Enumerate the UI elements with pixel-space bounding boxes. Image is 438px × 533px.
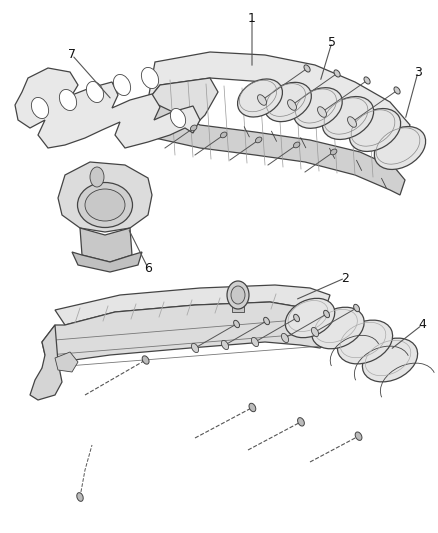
Text: 2: 2: [341, 271, 349, 285]
Ellipse shape: [237, 79, 283, 117]
Ellipse shape: [355, 432, 362, 440]
Ellipse shape: [304, 65, 310, 72]
Text: 5: 5: [328, 36, 336, 49]
Ellipse shape: [221, 341, 229, 350]
Ellipse shape: [353, 304, 360, 312]
Ellipse shape: [251, 337, 258, 346]
Ellipse shape: [294, 88, 342, 128]
Text: 4: 4: [418, 319, 426, 332]
Ellipse shape: [324, 310, 329, 318]
Ellipse shape: [233, 320, 240, 328]
Polygon shape: [30, 325, 62, 400]
Ellipse shape: [287, 100, 297, 110]
Ellipse shape: [231, 286, 245, 304]
Ellipse shape: [337, 320, 392, 364]
Ellipse shape: [297, 418, 304, 426]
Ellipse shape: [394, 87, 400, 94]
Ellipse shape: [249, 403, 256, 411]
Ellipse shape: [77, 492, 83, 502]
Text: 3: 3: [414, 66, 422, 78]
Ellipse shape: [142, 356, 149, 364]
Ellipse shape: [220, 132, 227, 138]
Ellipse shape: [311, 327, 318, 336]
Ellipse shape: [293, 314, 300, 322]
Polygon shape: [42, 302, 335, 362]
Ellipse shape: [364, 77, 370, 84]
Ellipse shape: [90, 167, 104, 187]
Ellipse shape: [374, 126, 426, 169]
Polygon shape: [232, 295, 244, 312]
Ellipse shape: [322, 96, 374, 140]
Ellipse shape: [350, 109, 401, 151]
Ellipse shape: [312, 307, 364, 349]
Polygon shape: [55, 285, 330, 325]
Ellipse shape: [113, 75, 131, 95]
Polygon shape: [130, 78, 218, 138]
Text: 6: 6: [144, 262, 152, 274]
Text: 7: 7: [68, 49, 76, 61]
Polygon shape: [130, 100, 405, 195]
Ellipse shape: [191, 343, 198, 353]
Polygon shape: [55, 352, 78, 372]
Ellipse shape: [78, 182, 133, 228]
Ellipse shape: [85, 189, 125, 221]
Ellipse shape: [141, 68, 159, 88]
Ellipse shape: [170, 109, 186, 127]
Ellipse shape: [264, 317, 269, 325]
Ellipse shape: [258, 95, 266, 106]
Polygon shape: [72, 252, 142, 272]
Ellipse shape: [318, 107, 326, 117]
Ellipse shape: [86, 82, 104, 102]
Polygon shape: [80, 228, 132, 262]
Ellipse shape: [293, 142, 300, 148]
Ellipse shape: [32, 98, 49, 118]
Ellipse shape: [60, 90, 77, 110]
Ellipse shape: [265, 83, 311, 122]
Ellipse shape: [281, 334, 289, 343]
Polygon shape: [148, 52, 410, 138]
Ellipse shape: [334, 70, 340, 77]
Ellipse shape: [330, 149, 337, 155]
Ellipse shape: [362, 338, 417, 382]
Ellipse shape: [255, 137, 262, 143]
Polygon shape: [58, 162, 152, 232]
Polygon shape: [15, 68, 200, 148]
Ellipse shape: [347, 117, 357, 127]
Ellipse shape: [285, 298, 335, 338]
Ellipse shape: [191, 125, 197, 131]
Ellipse shape: [227, 281, 249, 309]
Text: 1: 1: [248, 12, 256, 25]
